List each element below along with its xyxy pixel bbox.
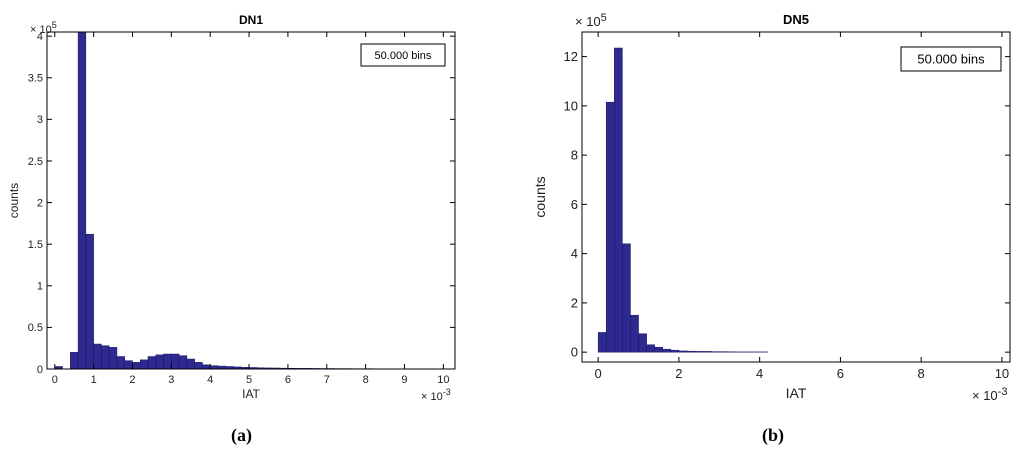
y-tick-label: 12 xyxy=(564,49,578,64)
chart-dn5: 0 2 4 6 8 10 0 2 4 6 8 10 12 DN5 IAT counts × 105 × 10-3 5… xyxy=(532,12,1011,403)
histogram-bar xyxy=(678,350,688,353)
caption-a: (a) xyxy=(231,425,252,445)
histogram-bar xyxy=(108,347,118,370)
y-tick-label: 2 xyxy=(571,295,578,310)
histogram-bar xyxy=(124,360,133,370)
y-tick-label: 1.5 xyxy=(28,239,43,251)
y-tick-label: 1 xyxy=(37,281,43,293)
histogram-bar xyxy=(140,359,149,370)
legend-text: 50.000 bins xyxy=(375,50,432,62)
histogram-bar xyxy=(605,101,615,353)
histogram-bar xyxy=(70,352,79,370)
histogram-bar xyxy=(686,350,696,353)
histogram-bar xyxy=(202,364,211,370)
y-tick-label: 6 xyxy=(571,197,578,212)
histogram-bar xyxy=(597,332,607,353)
y-tick-label: 2 xyxy=(37,197,43,209)
histogram-bar xyxy=(662,348,672,353)
histogram-bar xyxy=(194,362,203,370)
x-tick-label: 9 xyxy=(401,374,407,386)
y-tick-label: 0 xyxy=(571,345,578,360)
x-tick-label: 0 xyxy=(52,374,58,386)
y-tick-label: 2.5 xyxy=(28,156,43,168)
histogram-bar xyxy=(614,47,623,353)
chart-title: DN1 xyxy=(239,13,263,27)
x-exponent-label: × 10-3 xyxy=(421,387,451,403)
x-tick-label: 1 xyxy=(91,374,97,386)
axes-box xyxy=(581,31,1011,363)
x-tick-label: 4 xyxy=(756,366,763,381)
x-axis-label: IAT xyxy=(242,387,260,401)
histogram-bar xyxy=(163,353,172,370)
histogram-bar xyxy=(186,358,195,370)
caption-b: (b) xyxy=(762,425,784,445)
y-tick-label: 0 xyxy=(37,364,43,376)
y-tick-label: 10 xyxy=(564,98,578,113)
y-tick-label: 4 xyxy=(571,246,578,261)
x-tick-label: 4 xyxy=(207,374,213,386)
x-tick-label: 10 xyxy=(995,366,1009,381)
x-tick-label: 0 xyxy=(595,366,602,381)
y-exponent-label: × 105 xyxy=(575,12,607,29)
legend-box xyxy=(360,43,446,67)
histogram-bar xyxy=(101,345,110,370)
histogram-bar xyxy=(654,346,664,353)
x-tick-label: 3 xyxy=(168,374,174,386)
x-axis-label: IAT xyxy=(786,385,807,401)
x-tick-label: 2 xyxy=(675,366,682,381)
histogram-bar xyxy=(630,314,639,353)
x-tick-label: 6 xyxy=(837,366,844,381)
histogram-bar xyxy=(116,356,125,370)
histogram-bar xyxy=(670,349,680,353)
x-tick-label: 8 xyxy=(918,366,925,381)
chart-dn1: 0 1 2 3 4 5 6 7 8 9 10 0 0.5 1 1.5 2 2.5 3 3.5 4 DN1 IAT count… xyxy=(7,13,456,403)
histogram-bar xyxy=(77,31,87,370)
histogram-bar xyxy=(694,351,704,353)
x-tick-label: 7 xyxy=(324,374,330,386)
y-tick-label: 3 xyxy=(37,114,43,126)
histogram-bar xyxy=(155,354,164,370)
chart-title: DN5 xyxy=(783,12,809,27)
histogram-bar xyxy=(132,362,141,370)
histogram-bar xyxy=(171,353,180,370)
histogram-bar xyxy=(178,355,188,370)
x-tick-label: 5 xyxy=(246,374,252,386)
y-tick-label: 3.5 xyxy=(28,73,43,85)
y-axis-label: counts xyxy=(532,176,548,217)
x-tick-label: 6 xyxy=(285,374,291,386)
y-tick-label: 8 xyxy=(571,148,578,163)
histogram-bar xyxy=(622,243,631,353)
legend-text: 50.000 bins xyxy=(917,52,985,67)
histogram-bar xyxy=(93,343,102,370)
y-tick-label: 0.5 xyxy=(28,322,43,334)
x-tick-label: 10 xyxy=(437,374,449,386)
y-axis-label: counts xyxy=(7,183,21,218)
x-tick-label: 2 xyxy=(129,374,135,386)
x-tick-label: 8 xyxy=(363,374,369,386)
legend-box xyxy=(900,46,1002,72)
x-exponent-label: × 10-3 xyxy=(972,386,1007,403)
histogram-bar xyxy=(147,356,157,370)
histogram-bar xyxy=(646,344,655,353)
y-exponent-label: × 105 xyxy=(30,20,57,36)
y-tick-label: 4 xyxy=(37,31,43,43)
histogram-bar xyxy=(702,351,712,353)
axes-box xyxy=(46,31,456,370)
histogram-bar xyxy=(85,233,94,370)
histogram-bar xyxy=(638,333,647,353)
